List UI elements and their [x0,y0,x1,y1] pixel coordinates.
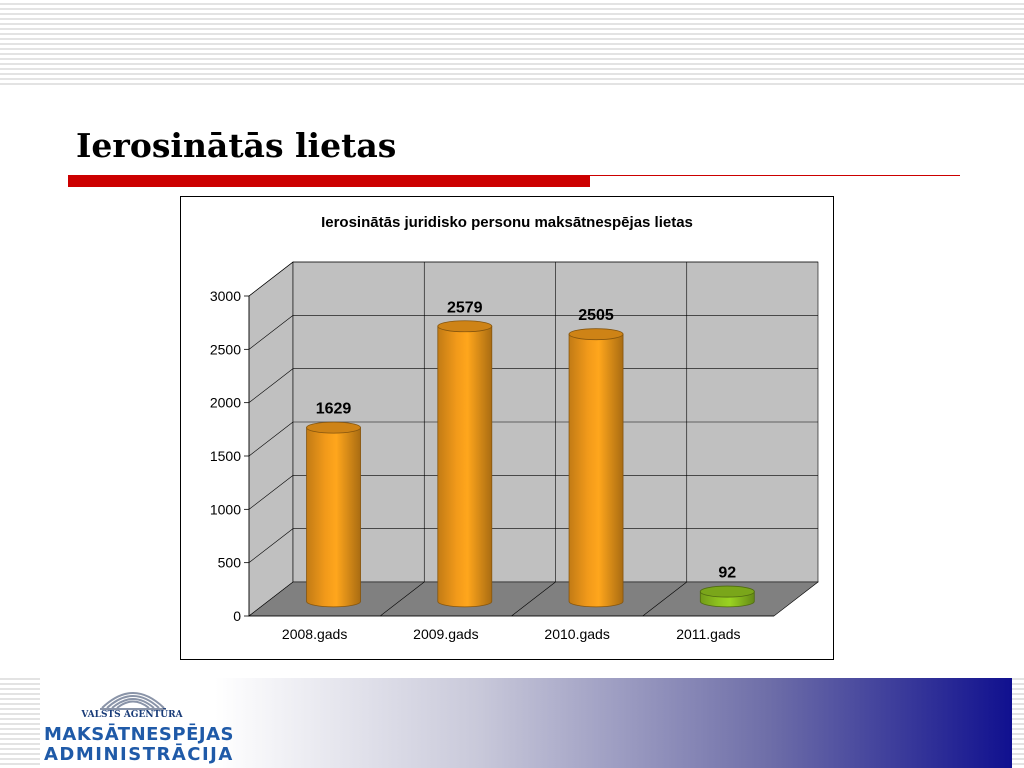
bar-data-label: 2505 [578,307,614,324]
logo-name-line1: MAKSĀTNESPĒJAS [44,724,234,745]
bar-data-label: 92 [718,565,736,582]
bar-chart: 0 500 1000 1500 2000 2500 3000 2008.gads 2009.ga… [210,261,819,642]
bar-top-cap [699,585,755,598]
bar-top-cap [568,328,624,341]
bar-data-label: 1629 [316,401,352,418]
gridline-side [248,421,294,457]
y-tick-label: 1000 [210,501,241,517]
bar-body [306,427,361,608]
bar [699,585,755,608]
x-tick-label: 2009.gads [413,626,478,642]
gridline-side [248,368,294,403]
x-tick-label: 2010.gads [544,626,609,642]
chart-title: Ierosinātās juridisko personu maksātnesp… [321,214,693,231]
floor-divider [642,581,687,617]
y-tick-label: 0 [233,608,241,624]
footer-gradient-band [40,678,1012,768]
y-tick-label: 3000 [210,288,241,304]
bar [437,320,493,608]
y-tick-label: 2500 [210,341,241,357]
bar [306,421,361,608]
y-tick-label: 1500 [210,448,241,464]
agency-logo: VALSTS AGENTŪRA MAKSĀTNESPĒJAS ADMINISTR… [42,684,233,766]
y-tick-label: 500 [218,555,242,571]
gridline-side [248,475,294,510]
logo-agency-label: VALSTS AGENTŪRA [81,710,183,720]
chart-container: Ierosinātās juridisko personu maksātnesp… [180,196,834,660]
x-tick-label: 2011.gads [676,626,740,642]
gridline-side [248,261,294,297]
y-tick-label: 2000 [210,395,241,411]
bar-top-cap [437,320,493,333]
logo-dome-icon [100,692,166,710]
floor-divider [511,581,556,617]
bar-top-cap [306,421,361,434]
slide-title: Ierosinātās lietas [76,126,397,165]
title-underline-thin [590,175,960,176]
gridline-side [248,528,294,563]
bar-data-label: 2579 [447,299,483,316]
floor-divider [380,581,425,617]
bar-body [568,333,624,608]
bar [568,328,624,608]
bar-body [437,325,493,608]
x-tick-label: 2008.gads [282,626,347,642]
logo-name-line2: ADMINISTRĀCIJA [44,744,234,765]
gridline-side [248,315,294,350]
title-underline-red [68,175,590,187]
